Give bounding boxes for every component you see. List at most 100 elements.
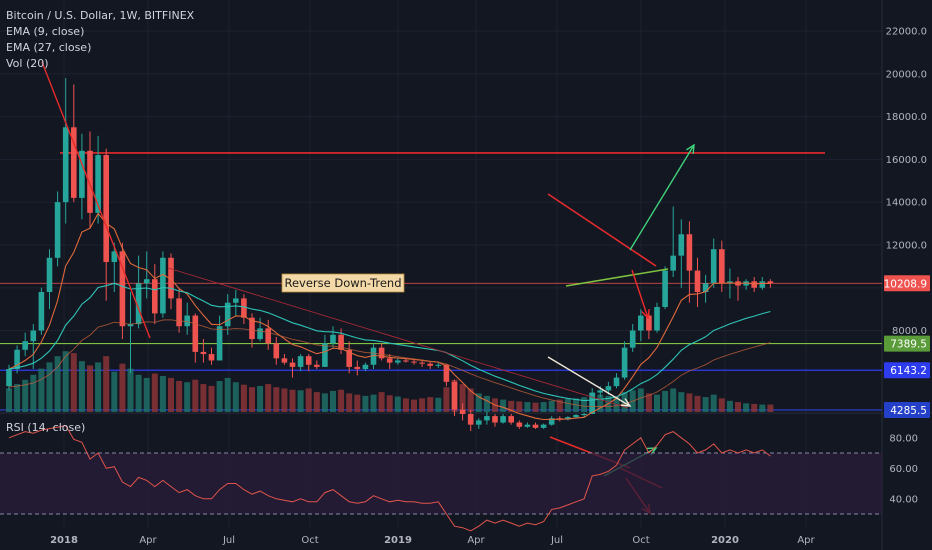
volume-bar — [540, 402, 547, 412]
triangle-upper — [547, 193, 657, 267]
volume-bar — [411, 399, 417, 412]
volume-bar — [459, 384, 466, 412]
volume-bar — [87, 365, 93, 412]
candle-body — [62, 127, 69, 203]
volume-bar — [735, 402, 741, 412]
ema-lines — [8, 212, 771, 421]
volume-bar — [232, 382, 239, 412]
date-tick-label: Oct — [632, 535, 649, 546]
volume-bar — [103, 356, 110, 412]
volume-bar — [159, 376, 166, 412]
volume-bar — [127, 368, 134, 412]
candle-body — [670, 255, 676, 271]
candle-body — [200, 351, 207, 355]
candle-body — [119, 251, 126, 327]
candle-body — [22, 341, 28, 350]
volume-bar — [556, 399, 563, 412]
candle-body — [305, 356, 312, 365]
candle-body — [241, 298, 247, 318]
candle-body — [265, 328, 271, 344]
volume-bar — [346, 393, 353, 412]
candle-body — [613, 377, 620, 387]
candle-body — [589, 392, 595, 414]
volume-bar — [686, 393, 693, 412]
date-tick-label: 2020 — [711, 535, 739, 546]
candle-body — [143, 279, 150, 284]
candle-body — [208, 354, 215, 361]
candle-body — [127, 324, 134, 327]
volume-bar — [751, 403, 758, 412]
candle-body — [719, 249, 725, 284]
volume-bar — [6, 388, 12, 412]
rsi-pane — [0, 425, 882, 532]
legend-vol: Vol (20) — [6, 57, 49, 70]
volume-bar — [645, 393, 652, 412]
candle-body — [273, 343, 280, 359]
candle-body — [459, 409, 466, 414]
annotation-box: Reverse Down-Trend — [281, 273, 405, 293]
price-badge-label: 10208.9 — [884, 278, 927, 290]
date-axis: 2018 Apr Jul Oct 2019 Apr Jul Oct 2020 Apr — [50, 535, 815, 546]
volume-bar — [289, 389, 296, 412]
volume-bar — [500, 399, 507, 412]
candle-body — [411, 361, 417, 363]
date-tick-label: 2019 — [384, 535, 412, 546]
price-tick-label: 22000.0 — [886, 27, 927, 38]
volume-bar — [22, 379, 29, 412]
volume-bar — [14, 384, 21, 412]
candle-body — [30, 330, 37, 342]
volume-bar — [637, 388, 644, 412]
price-tick-label: 18000.0 — [886, 112, 927, 123]
candle-body — [281, 358, 288, 363]
rsi-tick-label: 60.00 — [889, 464, 918, 475]
candle-body — [314, 364, 320, 367]
price-tick-label: 14000.0 — [886, 198, 927, 209]
volume-bar — [224, 377, 231, 412]
volume-bar — [46, 362, 53, 412]
candle-body — [338, 334, 344, 350]
date-tick-label: Jul — [222, 535, 235, 546]
volume-bar — [370, 394, 377, 412]
candle-body — [95, 155, 101, 213]
candle-body — [702, 283, 709, 293]
volume-bar — [362, 395, 369, 412]
candle-body — [467, 413, 474, 425]
candle-body — [330, 334, 336, 344]
candle-body — [54, 202, 61, 258]
volume-bar — [249, 387, 255, 412]
breakout-up-arrow-head — [686, 143, 695, 155]
candle-body — [71, 127, 77, 198]
volume-bar — [62, 351, 69, 412]
candle-body — [216, 326, 223, 361]
price-badge — [884, 401, 930, 418]
volume-bar — [508, 400, 515, 412]
volume-bar — [78, 361, 85, 412]
volume-bar — [516, 401, 523, 412]
date-tick-label: Apr — [139, 535, 157, 546]
candle-body — [289, 362, 296, 367]
candle-body — [532, 424, 539, 428]
candle-body — [46, 257, 53, 293]
volume-bar — [662, 390, 669, 412]
volume-bar — [281, 388, 288, 412]
downtrend-line-long — [167, 267, 471, 361]
legend-ema9: EMA (9, close) — [6, 25, 85, 38]
candle-body — [629, 330, 636, 348]
volume-bar — [597, 394, 604, 412]
volume-bar — [135, 374, 142, 412]
volume-bar — [70, 353, 77, 412]
price-tick-label: 12000.0 — [886, 240, 927, 251]
price-tick-label: 8000.0 — [892, 326, 927, 337]
candle-body — [378, 347, 385, 359]
volume-bar — [265, 384, 272, 412]
volume-bar — [38, 368, 45, 412]
volume-bar — [192, 379, 199, 412]
date-tick-label: Apr — [467, 535, 485, 546]
volume-bar — [581, 397, 588, 412]
volume-bar — [338, 389, 345, 412]
rsi-tick-label: 40.00 — [889, 494, 918, 505]
triangle-lower — [565, 268, 669, 287]
volume-bar — [743, 403, 750, 412]
annotation-text: Reverse Down-Trend — [284, 276, 401, 290]
